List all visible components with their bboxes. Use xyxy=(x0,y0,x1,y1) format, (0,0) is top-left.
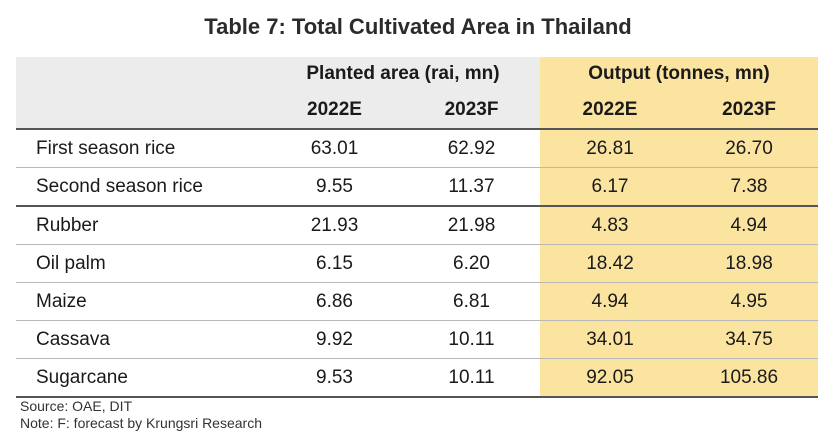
cell-value: 6.81 xyxy=(403,283,540,320)
cell-value: 7.38 xyxy=(680,168,818,205)
cell-value: 6.86 xyxy=(266,283,403,320)
cell-value: 34.01 xyxy=(540,321,680,358)
header-corner xyxy=(16,57,266,91)
cell-value: 4.83 xyxy=(540,207,680,244)
cell-value: 9.53 xyxy=(266,359,403,396)
row-label: First season rice xyxy=(16,130,266,167)
cell-value: 18.42 xyxy=(540,245,680,282)
cell-value: 9.92 xyxy=(266,321,403,358)
table-row: Maize 6.86 6.81 4.94 4.95 xyxy=(16,283,818,321)
header-year-row: 2022E 2023F 2022E 2023F xyxy=(16,91,818,130)
cell-value: 6.17 xyxy=(540,168,680,205)
table-row: First season rice 63.01 62.92 26.81 26.7… xyxy=(16,130,818,168)
cell-value: 6.15 xyxy=(266,245,403,282)
row-label: Second season rice xyxy=(16,168,266,205)
forecast-note: Note: F: forecast by Krungsri Research xyxy=(20,415,262,431)
table-row: Sugarcane 9.53 10.11 92.05 105.86 xyxy=(16,359,818,398)
cell-value: 21.98 xyxy=(403,207,540,244)
cell-value: 4.94 xyxy=(540,283,680,320)
table-row: Second season rice 9.55 11.37 6.17 7.38 xyxy=(16,168,818,207)
header-planted-area: Planted area (rai, mn) xyxy=(266,57,540,91)
cell-value: 26.70 xyxy=(680,130,818,167)
cultivated-area-table: Planted area (rai, mn) Output (tonnes, m… xyxy=(16,57,818,398)
cell-value: 34.75 xyxy=(680,321,818,358)
header-output: Output (tonnes, mn) xyxy=(540,57,818,91)
cell-value: 105.86 xyxy=(680,359,818,396)
cell-value: 4.94 xyxy=(680,207,818,244)
header-year: 2022E xyxy=(307,98,362,120)
header-group-row: Planted area (rai, mn) Output (tonnes, m… xyxy=(16,57,818,91)
row-label: Cassava xyxy=(16,321,266,358)
source-note: Source: OAE, DIT xyxy=(20,398,133,414)
cell-value: 4.95 xyxy=(680,283,818,320)
row-label: Rubber xyxy=(16,207,266,244)
cell-value: 9.55 xyxy=(266,168,403,205)
header-year: 2022E xyxy=(540,91,680,128)
cell-value: 92.05 xyxy=(540,359,680,396)
table-row: Cassava 9.92 10.11 34.01 34.75 xyxy=(16,321,818,359)
cell-value: 6.20 xyxy=(403,245,540,282)
row-label: Sugarcane xyxy=(16,359,266,396)
table-row: Rubber 21.93 21.98 4.83 4.94 xyxy=(16,207,818,245)
cell-value: 10.11 xyxy=(403,359,540,396)
cell-value: 10.11 xyxy=(403,321,540,358)
table-row: Oil palm 6.15 6.20 18.42 18.98 xyxy=(16,245,818,283)
row-label: Oil palm xyxy=(16,245,266,282)
header-corner-sub xyxy=(16,91,266,128)
row-label: Maize xyxy=(16,283,266,320)
table-title: Table 7: Total Cultivated Area in Thaila… xyxy=(204,14,632,39)
cell-value: 11.37 xyxy=(403,168,540,205)
cell-value: 63.01 xyxy=(266,130,403,167)
cell-value: 62.92 xyxy=(403,130,540,167)
cell-value: 26.81 xyxy=(540,130,680,167)
footnotes: Source: OAE, DIT Note: F: forecast by Kr… xyxy=(20,398,262,432)
cell-value: 21.93 xyxy=(266,207,403,244)
cell-value: 18.98 xyxy=(680,245,818,282)
header-year: 2023F xyxy=(444,98,499,120)
header-year: 2023F xyxy=(680,91,818,128)
